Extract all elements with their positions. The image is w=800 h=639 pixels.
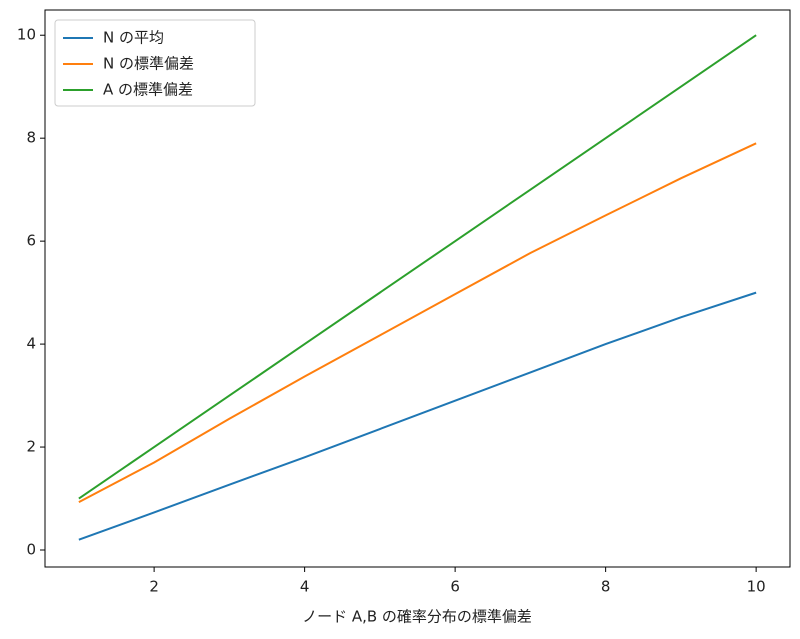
y-tick-label: 10 (17, 26, 36, 44)
x-tick-label: 8 (601, 578, 611, 596)
x-tick-label: 2 (149, 578, 159, 596)
y-tick-label: 8 (26, 129, 36, 147)
legend-label: N の平均 (103, 29, 164, 47)
line-series (78, 142, 757, 504)
x-tick-label: 6 (450, 578, 460, 596)
y-tick-label: 2 (26, 438, 36, 456)
legend-label: N の標準偏差 (103, 55, 194, 73)
legend-label: A の標準偏差 (103, 81, 193, 99)
line-series (78, 34, 757, 500)
x-tick-label: 4 (300, 578, 310, 596)
line-series (78, 291, 757, 541)
y-tick-label: 0 (26, 541, 36, 559)
x-axis-label: ノード A,B の確率分布の標準偏差 (302, 608, 532, 626)
legend-box (54, 19, 256, 107)
x-tick-label: 10 (747, 578, 766, 596)
y-tick-label: 4 (26, 335, 36, 353)
plot-frame (44, 9, 791, 568)
y-tick-label: 6 (26, 232, 36, 250)
